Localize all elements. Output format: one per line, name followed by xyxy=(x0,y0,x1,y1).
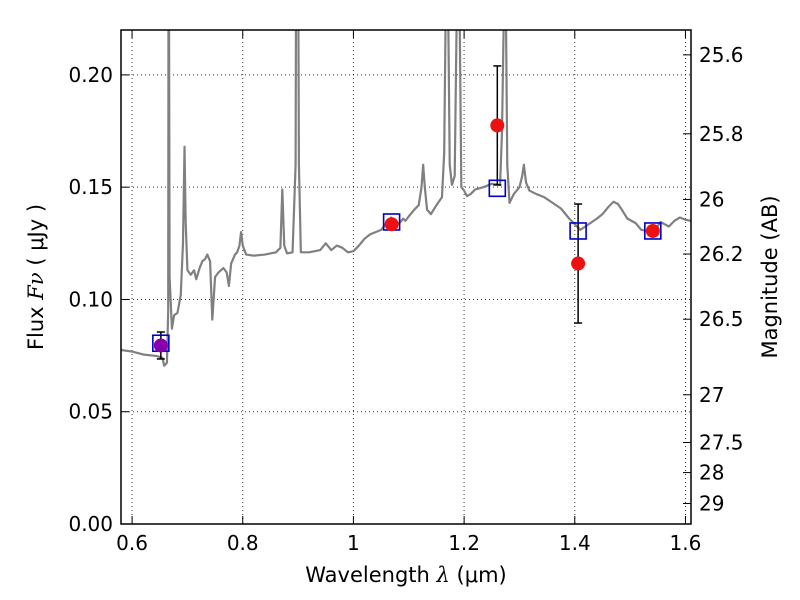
y-tick-label: 0.05 xyxy=(68,400,113,424)
synthetic-point xyxy=(488,179,507,198)
ticks: 0.6 0.8 1 1.2 1.4 1.6 0.00 0.05 0.10 0.15 0.20 25.6… xyxy=(68,30,744,555)
secondary-y-axis-label: Magnitude (AB) xyxy=(758,195,782,358)
mag-tick-label: 26.5 xyxy=(699,307,744,331)
x-axis-label: Wavelength λ (μm) xyxy=(305,563,506,587)
x-tick-label: 1.6 xyxy=(670,531,702,555)
mag-tick-label: 27.5 xyxy=(699,430,744,454)
x-tick-label: 1.2 xyxy=(448,531,480,555)
mag-tick-label: 25.8 xyxy=(699,122,744,146)
observed-point xyxy=(153,338,168,353)
y-tick-label: 0.00 xyxy=(68,512,113,536)
x-tick-label: 1.4 xyxy=(559,531,591,555)
observed-point xyxy=(645,223,660,238)
x-tick-label: 0.6 xyxy=(116,531,148,555)
mag-tick-label: 26.2 xyxy=(699,242,744,266)
synthetic-point xyxy=(644,222,662,240)
y-tick-label: 0.20 xyxy=(68,63,113,87)
grid xyxy=(121,30,691,525)
mag-tick-label: 27 xyxy=(699,383,724,407)
plot-area xyxy=(121,30,691,367)
x-tick-label: 0.8 xyxy=(227,531,259,555)
observed-point xyxy=(384,217,399,232)
spectrum-line xyxy=(121,30,691,367)
y-axis-label: Flux Fν ( μJy ) xyxy=(24,204,48,350)
mag-tick-label: 29 xyxy=(699,492,724,516)
axes-frame xyxy=(120,29,692,525)
y-tick-label: 0.10 xyxy=(68,287,113,311)
observed-point xyxy=(490,118,505,133)
mag-tick-label: 25.6 xyxy=(699,43,744,67)
synthetic-point xyxy=(569,222,587,240)
x-tick-label: 1 xyxy=(347,531,360,555)
y-tick-label: 0.15 xyxy=(68,175,113,199)
mag-tick-label: 26 xyxy=(699,187,724,211)
observed-point xyxy=(571,256,586,271)
mag-tick-label: 28 xyxy=(699,461,724,485)
